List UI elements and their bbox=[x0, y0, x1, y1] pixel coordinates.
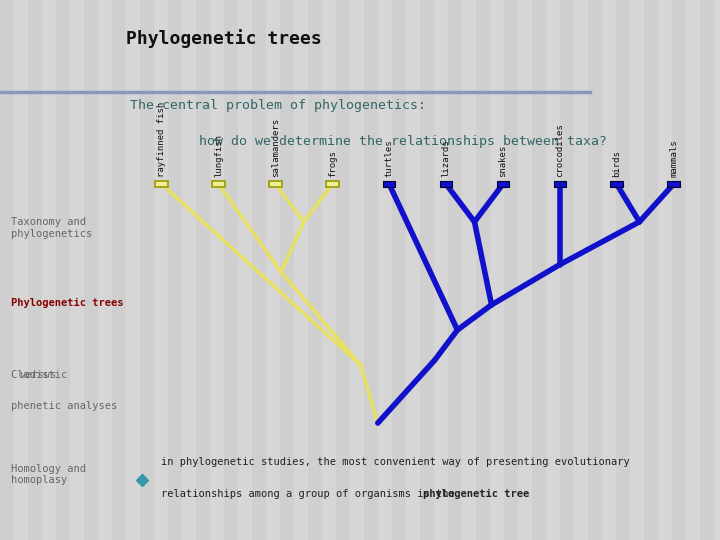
Bar bbox=[383, 181, 395, 187]
Bar bbox=[686, 0, 700, 540]
Bar bbox=[308, 0, 322, 540]
Text: mammals: mammals bbox=[669, 139, 678, 177]
Bar bbox=[126, 0, 140, 540]
Bar bbox=[210, 0, 224, 540]
Bar bbox=[392, 0, 406, 540]
Bar bbox=[588, 0, 602, 540]
Text: versus: versus bbox=[19, 370, 56, 380]
Text: how do we determine the relationships between taxa?: how do we determine the relationships be… bbox=[199, 136, 607, 148]
Bar bbox=[434, 0, 448, 540]
Bar bbox=[700, 0, 714, 540]
Text: birds: birds bbox=[612, 150, 621, 177]
Bar bbox=[497, 181, 509, 187]
Bar bbox=[0, 0, 14, 540]
Bar bbox=[504, 0, 518, 540]
Bar bbox=[658, 0, 672, 540]
Bar bbox=[98, 0, 112, 540]
Text: Homology and
homoplasy: Homology and homoplasy bbox=[11, 464, 86, 485]
Bar bbox=[574, 0, 588, 540]
Bar bbox=[266, 0, 280, 540]
Bar bbox=[420, 0, 434, 540]
Bar bbox=[280, 0, 294, 540]
Bar bbox=[140, 0, 154, 540]
Bar bbox=[154, 0, 168, 540]
Text: frogs: frogs bbox=[328, 150, 337, 177]
Bar bbox=[182, 0, 196, 540]
Bar bbox=[269, 181, 282, 187]
Text: phenetic analyses: phenetic analyses bbox=[11, 401, 117, 411]
Text: turtles: turtles bbox=[384, 139, 394, 177]
Bar bbox=[448, 0, 462, 540]
Text: Cladistic: Cladistic bbox=[11, 370, 73, 380]
Bar bbox=[336, 0, 350, 540]
Text: phylogenetic tree: phylogenetic tree bbox=[423, 489, 530, 500]
Bar bbox=[667, 181, 680, 187]
Bar bbox=[616, 0, 630, 540]
Text: relationships among a group of organisms is the: relationships among a group of organisms… bbox=[161, 489, 462, 500]
Bar bbox=[554, 181, 566, 187]
Bar bbox=[406, 0, 420, 540]
Bar bbox=[112, 0, 126, 540]
Bar bbox=[714, 0, 720, 540]
Text: rayfinned fish: rayfinned fish bbox=[157, 102, 166, 177]
Bar bbox=[440, 181, 452, 187]
Bar bbox=[156, 181, 168, 187]
Bar bbox=[490, 0, 504, 540]
Bar bbox=[560, 0, 574, 540]
Bar bbox=[476, 0, 490, 540]
Bar bbox=[238, 0, 252, 540]
Bar bbox=[196, 0, 210, 540]
Bar bbox=[350, 0, 364, 540]
Bar bbox=[294, 0, 308, 540]
Text: crocodiles: crocodiles bbox=[555, 123, 564, 177]
Bar bbox=[56, 0, 70, 540]
Bar bbox=[42, 0, 56, 540]
Bar bbox=[168, 0, 182, 540]
Bar bbox=[14, 0, 28, 540]
Bar bbox=[252, 0, 266, 540]
Bar bbox=[364, 0, 378, 540]
Text: Taxonomy and
phylogenetics: Taxonomy and phylogenetics bbox=[11, 217, 92, 239]
Bar bbox=[602, 0, 616, 540]
Bar bbox=[532, 0, 546, 540]
Text: lungfish: lungfish bbox=[214, 133, 223, 177]
Text: Phylogenetic trees: Phylogenetic trees bbox=[11, 298, 123, 308]
Bar bbox=[28, 0, 42, 540]
Bar bbox=[84, 0, 98, 540]
Bar bbox=[326, 181, 338, 187]
Bar bbox=[378, 0, 392, 540]
Text: salamanders: salamanders bbox=[271, 117, 280, 177]
Bar bbox=[462, 0, 476, 540]
Text: in phylogenetic studies, the most convenient way of presenting evolutionary: in phylogenetic studies, the most conven… bbox=[161, 457, 630, 468]
Bar bbox=[672, 0, 686, 540]
Bar bbox=[322, 0, 336, 540]
Bar bbox=[212, 181, 225, 187]
Bar bbox=[546, 0, 560, 540]
Text: lizards: lizards bbox=[441, 139, 451, 177]
Bar bbox=[518, 0, 532, 540]
Bar bbox=[644, 0, 658, 540]
Text: The central problem of phylogenetics:: The central problem of phylogenetics: bbox=[130, 99, 426, 112]
Text: Phylogenetic trees: Phylogenetic trees bbox=[126, 29, 322, 48]
Bar bbox=[611, 181, 623, 187]
Bar bbox=[630, 0, 644, 540]
Bar bbox=[70, 0, 84, 540]
Text: snakes: snakes bbox=[498, 144, 508, 177]
Bar bbox=[224, 0, 238, 540]
